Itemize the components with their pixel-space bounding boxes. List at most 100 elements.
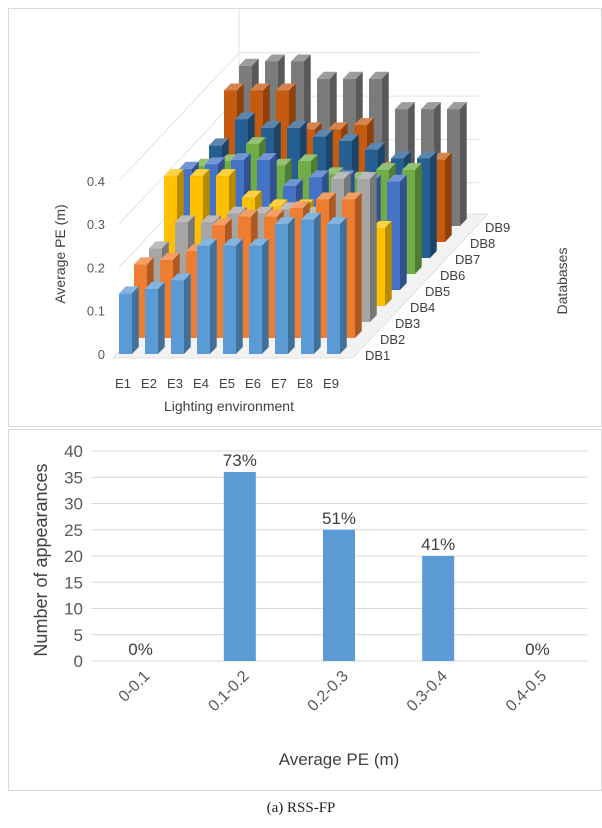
bar-top [298,154,318,162]
y-axis-title: Number of appearances [31,463,51,656]
bar-top [301,212,321,220]
x-axis-title: Average PE (m) [279,750,400,769]
bar-top [164,169,184,177]
data-label: 73% [223,451,257,470]
z-tick-label: DB1 [365,348,390,363]
x-tick-label: E9 [323,376,339,391]
figure-caption: (a) RSS-FP [266,800,336,816]
z-tick-label: DB2 [380,332,405,347]
bar-top [447,102,467,110]
bar-top [216,169,236,177]
bar-front [275,224,288,354]
bar-3d-DB1-E7 [275,217,295,354]
bar-front [119,293,132,354]
bar-side [314,212,321,354]
bar-top [328,122,348,130]
bar-top [261,121,281,129]
histogram-svg: 0 5 10 15 20 25 30 35 40 0% 0-0.1 73% 0.1-0.2 51% 0.2-… [31,442,587,769]
y-tick-label: 15 [64,573,83,592]
z-tick-label: DB9 [485,220,510,235]
z-axis-title: Databases [554,248,570,315]
x-tick-label: E4 [193,376,209,391]
bar-top [369,71,389,79]
z-tick-label: DB4 [410,300,435,315]
bar-top [179,161,199,169]
x-tick-label: E6 [245,376,261,391]
y-tick-label: 0.1 [87,304,105,319]
bar-top [276,83,296,91]
bar-top [265,54,285,62]
bar-3d-DB1-E5 [223,238,243,354]
data-label: 51% [322,509,356,528]
bar-top [421,102,441,110]
bar-top [134,257,154,265]
bar-top [313,129,333,137]
bar-top [171,273,191,281]
bar-top [249,238,269,246]
y-tick-label: 0 [74,652,83,671]
y-tick-label: 0.2 [87,260,105,275]
bar-top [376,163,396,171]
bar-top [317,71,337,79]
bar-top [339,134,359,142]
bar-top [272,158,292,166]
bar-3d-DB1-E1 [119,286,139,354]
bar-top [119,286,139,294]
bar-3d-DB1-E4 [197,238,217,354]
bar-side [184,273,191,354]
bar-top [343,71,363,79]
bar-top [197,238,217,246]
y-tick-label: 5 [74,626,83,645]
bar-top [287,121,307,129]
histogram-panel: 0 5 10 15 20 25 30 35 40 0% 0-0.1 73% 0.1-0.2 51% 0.2-… [8,429,602,791]
bar-top [239,58,259,66]
x-tick-label: E8 [297,376,313,391]
z-tick-label: DB6 [440,268,465,283]
bar-front [223,245,236,354]
chart-3d-panel: 0 0.1 0.2 0.3 0.4 E1 E2 E3 E4 E5 E6 E7 E8 E9 DB1 DB2 DB3… [8,8,602,427]
bar-top [227,206,247,214]
bar-top [209,138,229,146]
y-tick-label: 20 [64,547,83,566]
histogram-bar [422,556,455,661]
y-tick-label: 40 [64,442,83,461]
bar-side [210,238,217,354]
x-axis-title: Lighting environment [164,398,294,414]
bar-top [391,151,411,159]
bar-top [309,170,329,178]
bar-top [257,153,277,161]
bar-top [250,83,270,91]
y-tick-label: 0.3 [87,217,105,232]
bar-side [262,238,269,354]
z-tick-label: DB7 [455,252,480,267]
bar-front [327,224,340,354]
y-axis-title: Average PE (m) [52,204,68,303]
y-tick-label: 35 [64,468,83,487]
bar-top [212,218,232,226]
bar-front [301,219,314,354]
bar-top [283,179,303,187]
bar-top [268,199,288,207]
bar-front [171,280,184,354]
bar-top [372,221,392,229]
data-label: 0% [128,640,153,659]
x-tick-label: E5 [219,376,235,391]
bar-front [197,245,210,354]
bar-top [190,169,210,177]
bar-top [275,217,295,225]
x-tick-label: 0.3-0.4 [404,668,451,715]
bar-side [415,163,422,274]
x-tick-label: E2 [141,376,157,391]
bar-top [387,174,407,182]
bar-top [316,192,336,200]
y-tick-label: 25 [64,521,83,540]
x-tick-label: 0.1-0.2 [205,668,252,715]
bar-3d-DB1-E3 [171,273,191,354]
x-tick-label: 0.4-0.5 [503,668,550,715]
bar-side [355,192,362,338]
bar-top [290,201,310,209]
bar-top [395,102,415,110]
bar-top [264,209,284,217]
bar-top [149,241,169,249]
bar-side [236,238,243,354]
